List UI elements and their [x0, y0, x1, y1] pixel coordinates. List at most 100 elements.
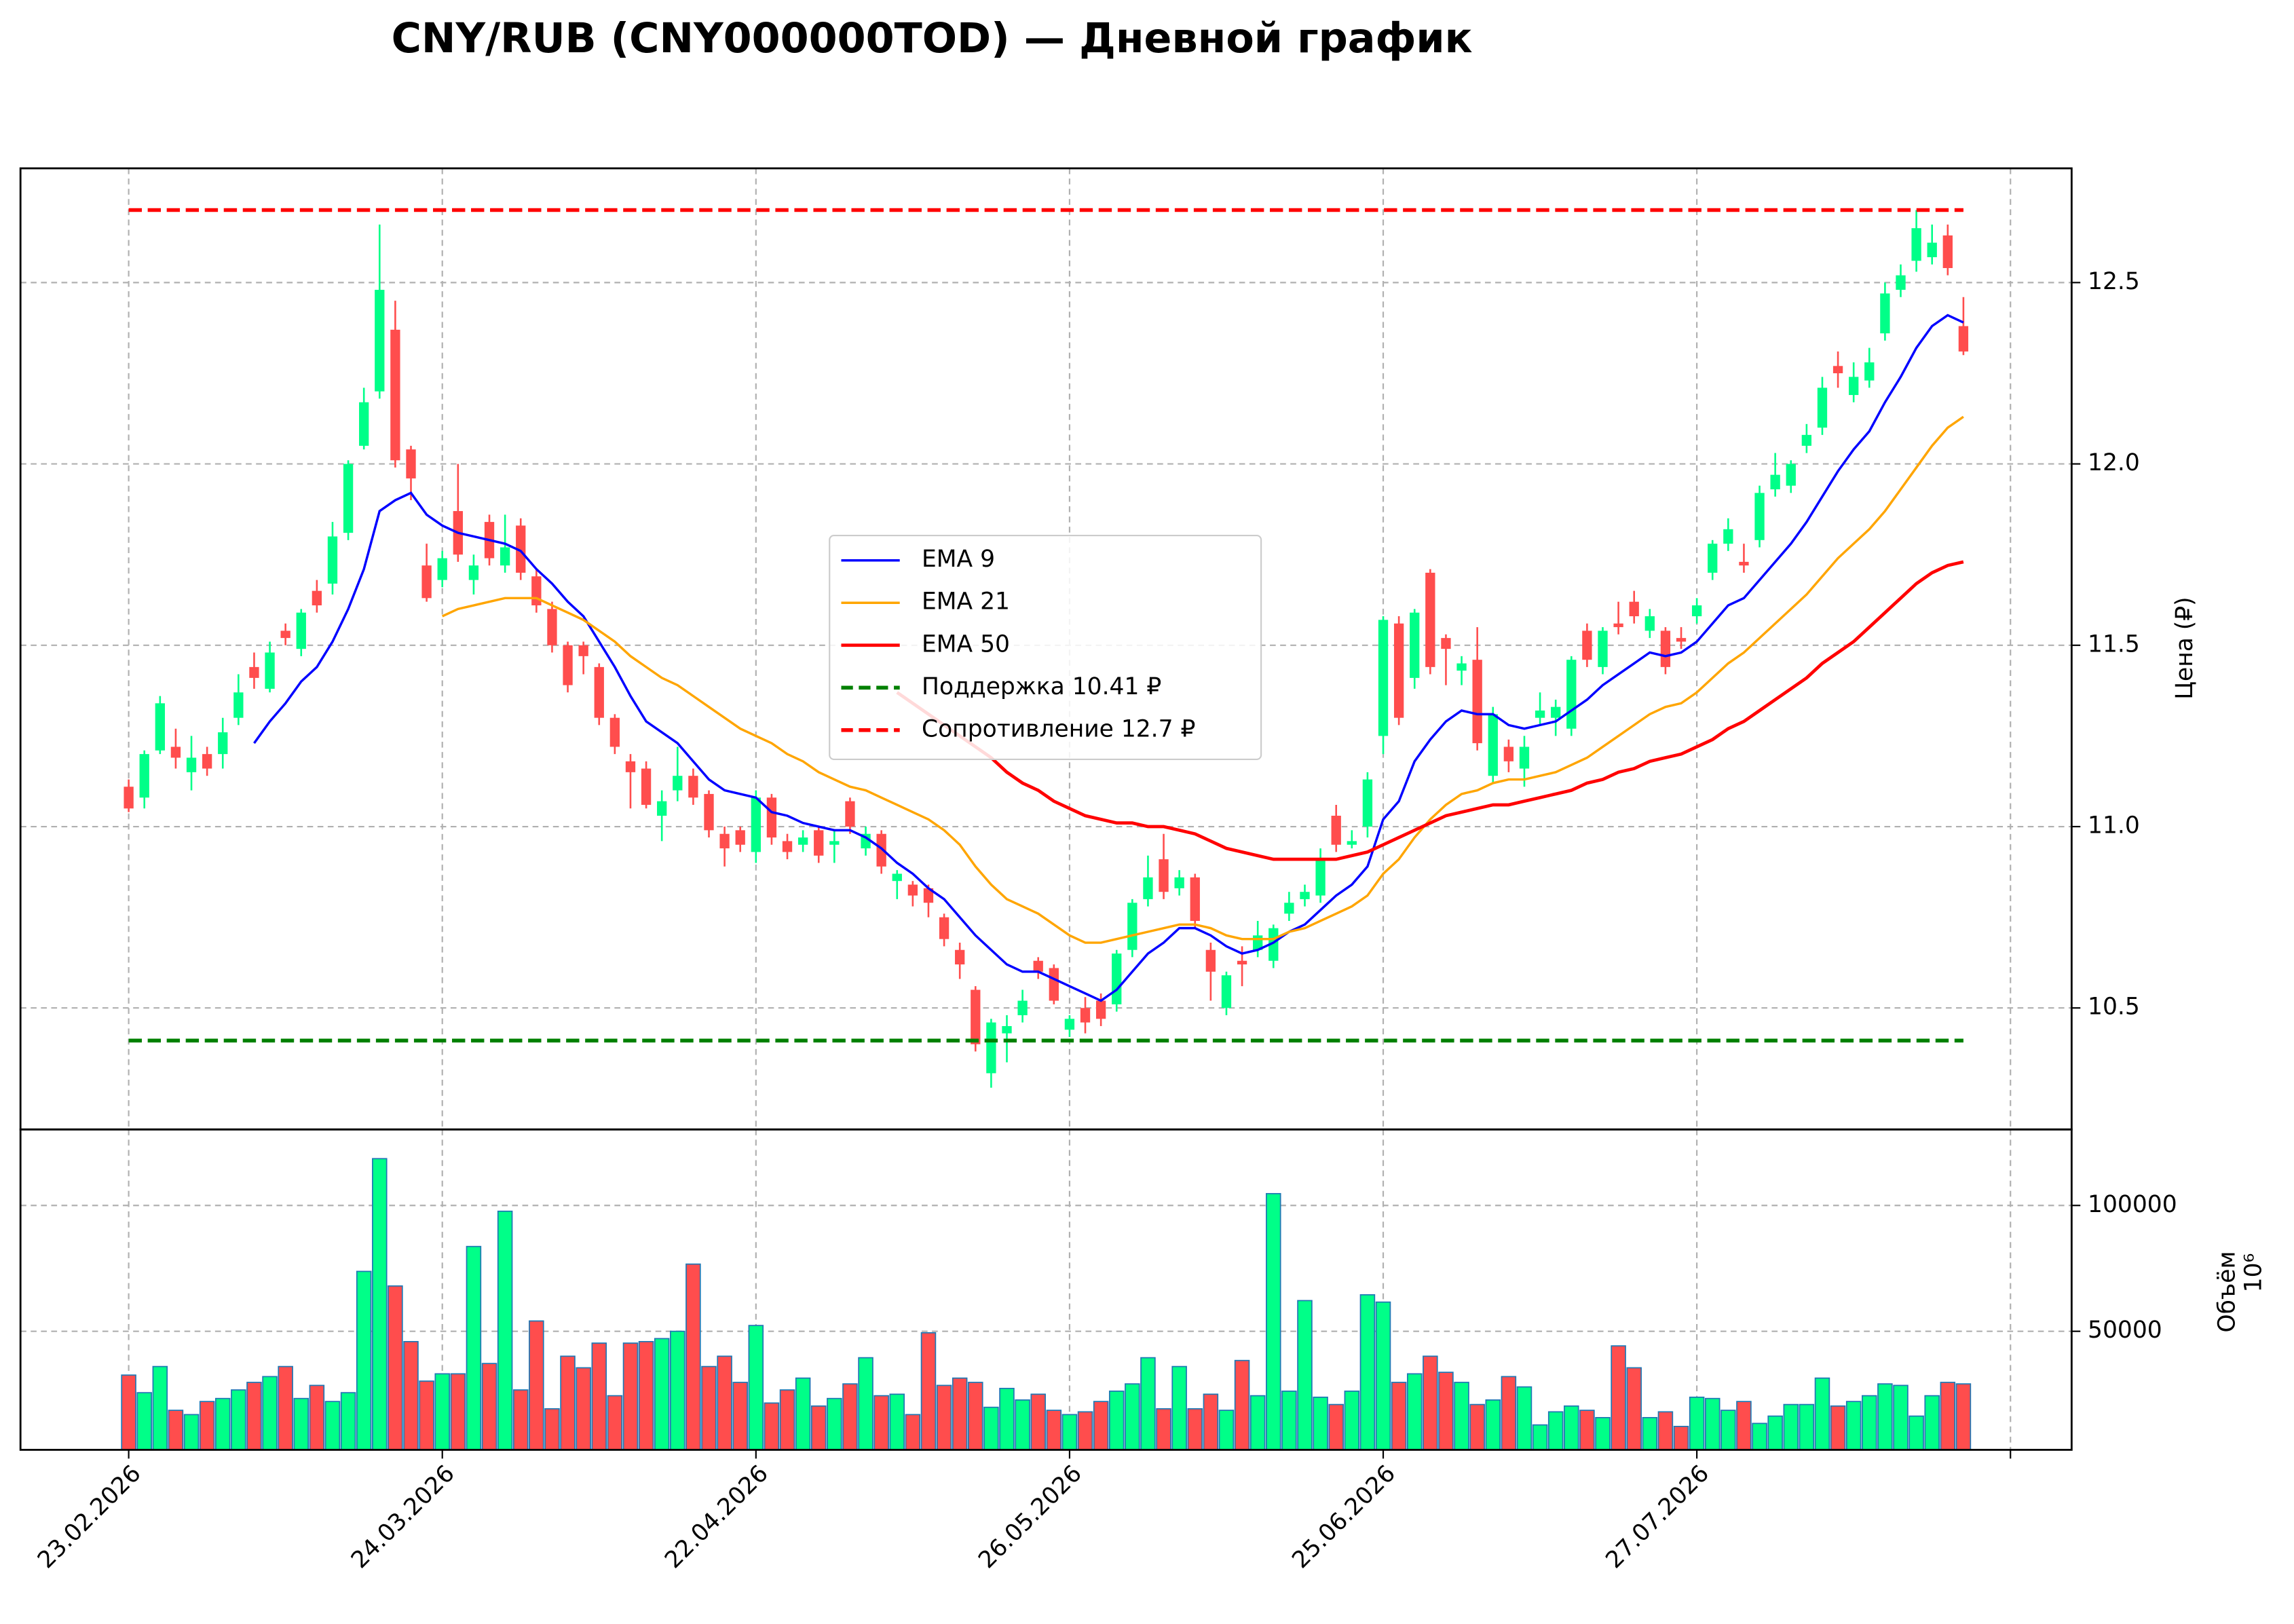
y-tick-label: 11.5: [2088, 630, 2140, 658]
volume-bar: [278, 1365, 293, 1451]
candle-body: [1284, 903, 1294, 914]
candle-body: [500, 547, 510, 566]
candle-body: [1033, 960, 1043, 972]
candle-body: [1112, 953, 1122, 1004]
candle-body: [1268, 928, 1279, 961]
volume-bar: [403, 1341, 419, 1451]
candle-body: [343, 464, 354, 533]
candle-body: [1441, 638, 1451, 649]
candle-body: [249, 666, 259, 678]
candle-body: [1519, 747, 1530, 769]
volume-bar: [1547, 1411, 1564, 1451]
candle-body: [1410, 612, 1420, 678]
volume-offset-label: 10⁶: [2240, 1253, 2267, 1293]
candle-body: [594, 666, 604, 718]
candle-body: [1660, 630, 1671, 667]
candle-body: [1064, 1019, 1075, 1030]
volume-bar: [183, 1414, 200, 1451]
volume-bar: [591, 1342, 607, 1451]
candle-body: [1378, 620, 1389, 736]
candle-body: [1347, 841, 1357, 845]
candle-body: [1174, 877, 1184, 888]
volume-bar: [1862, 1395, 1877, 1451]
candle-body: [578, 645, 588, 656]
legend-box: [829, 535, 1262, 760]
legend-label: EMA 21: [922, 588, 1010, 616]
volume-bar: [466, 1245, 482, 1451]
volume-bar: [214, 1397, 231, 1451]
volume-bar: [560, 1355, 576, 1451]
candle-body: [375, 290, 385, 392]
volume-bar: [873, 1395, 889, 1451]
volume-bar: [1359, 1294, 1376, 1451]
volume-bar: [1626, 1367, 1642, 1451]
volume-bar: [1845, 1401, 1862, 1451]
volume-bar: [701, 1365, 717, 1451]
volume-bar: [1140, 1357, 1156, 1451]
candle-body: [986, 1022, 996, 1074]
candle-body: [468, 565, 479, 580]
volume-bar: [1423, 1355, 1438, 1451]
volume-bar: [842, 1383, 858, 1451]
volume-bar: [1564, 1405, 1579, 1451]
candle-body: [673, 776, 683, 791]
candle-body: [1159, 859, 1169, 892]
volume-bar: [1657, 1411, 1674, 1451]
candle-body: [1002, 1025, 1012, 1034]
volume-bar: [1391, 1382, 1407, 1451]
volume-bar: [481, 1363, 497, 1451]
candle-body: [1488, 714, 1498, 776]
volume-bar: [936, 1384, 952, 1451]
candle-body: [735, 830, 745, 845]
volume-bar: [356, 1270, 372, 1451]
candle-body: [657, 801, 667, 816]
volume-bar: [810, 1405, 827, 1451]
legend-label: EMA 9: [922, 546, 995, 573]
candle-body: [1691, 605, 1702, 617]
candle-body: [1817, 388, 1828, 428]
candle-body: [892, 873, 902, 882]
volume-bar: [1955, 1383, 1972, 1451]
volume-bar: [1297, 1300, 1313, 1451]
candle-body: [1503, 747, 1514, 761]
volume-bar: [999, 1387, 1015, 1451]
volume-bar: [1108, 1391, 1125, 1451]
candle-body: [609, 717, 620, 747]
candle-body: [124, 787, 134, 809]
candle-body: [1190, 877, 1200, 921]
ema-line: [441, 415, 1964, 944]
volume-bar: [1077, 1411, 1093, 1451]
legend-label: Поддержка 10.41 ₽: [922, 673, 1161, 700]
candle-body: [1754, 493, 1765, 540]
candle-body: [421, 565, 432, 599]
volume-bar: [827, 1397, 842, 1451]
volume-bar: [529, 1320, 544, 1451]
volume-bar: [1924, 1395, 1940, 1451]
volume-bar: [1454, 1382, 1469, 1451]
volume-bar: [1736, 1401, 1752, 1451]
volume-bar: [1485, 1399, 1501, 1451]
candle-body: [1566, 660, 1577, 729]
candle-body: [563, 645, 573, 685]
candle-body: [1143, 877, 1153, 899]
candle-body: [312, 590, 322, 606]
candle-body: [406, 449, 416, 478]
legend-label: Сопротивление 12.7 ₽: [922, 715, 1195, 742]
candle-body: [1911, 228, 1921, 261]
candle-body: [782, 841, 793, 852]
legend-label: EMA 50: [922, 630, 1010, 658]
volume-bar: [1266, 1192, 1281, 1451]
volume-bar: [1406, 1373, 1423, 1451]
candle-body: [1942, 235, 1953, 268]
volume-bar: [1720, 1410, 1736, 1451]
volume-bar: [1313, 1396, 1328, 1451]
candle-body: [1896, 275, 1906, 290]
y-tick-label: 100000: [2088, 1191, 2177, 1218]
candle-body: [1958, 326, 1969, 352]
volume-bar: [1752, 1422, 1767, 1451]
volume-bar: [199, 1401, 215, 1451]
volume-bar: [1046, 1410, 1062, 1451]
volume-bar: [952, 1377, 968, 1451]
candle-body: [1425, 572, 1435, 667]
volume-bar: [1171, 1365, 1187, 1451]
